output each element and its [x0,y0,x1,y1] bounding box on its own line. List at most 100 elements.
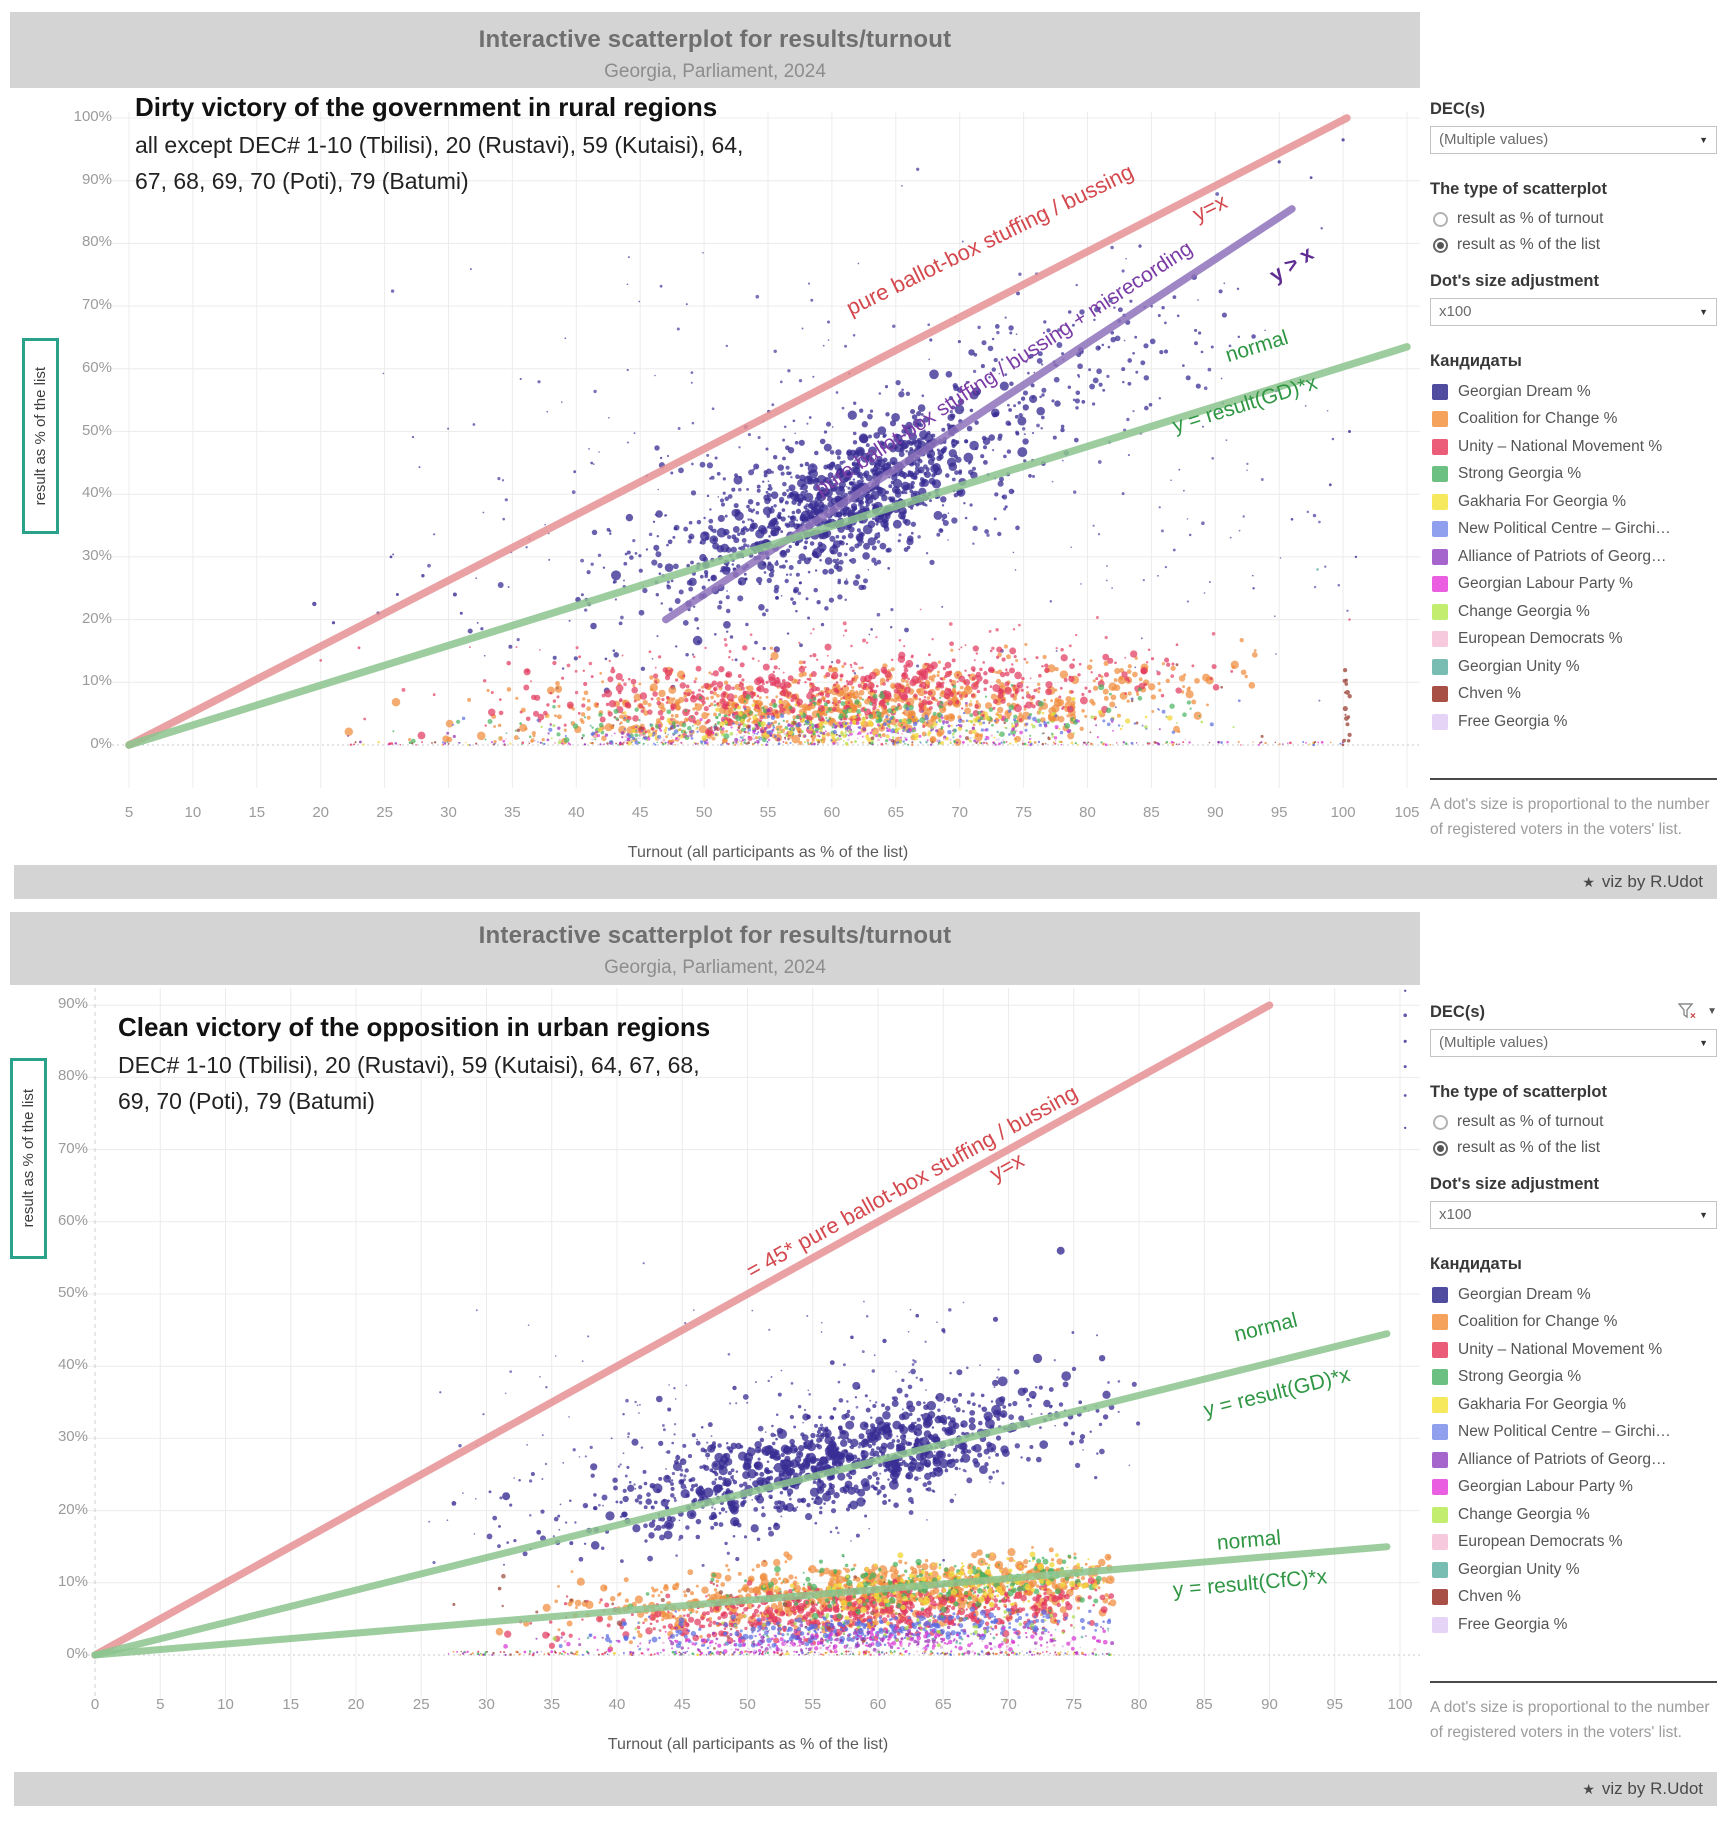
legend-label: Change Georgia % [1458,602,1590,620]
legend-item[interactable]: European Democrats % [1430,626,1717,654]
radio-result-as-of-the-list[interactable]: result as % of the list [1430,232,1717,258]
filter-controls[interactable]: × ▼ [1678,1003,1717,1020]
legend-item[interactable]: Alliance of Patriots of Georg… [1430,543,1717,571]
legend-item[interactable]: Change Georgia % [1430,598,1717,626]
y-axis-label: result as % of the list [32,366,49,506]
legend-item[interactable]: Coalition for Change % [1430,406,1717,434]
legend-label: Unity – National Movement % [1458,437,1663,455]
legend-swatch [1432,1314,1448,1331]
chart-title: Interactive scatterplot for results/turn… [478,26,952,53]
legend-item[interactable]: Free Georgia % [1430,708,1717,736]
legend-item[interactable]: Free Georgia % [1430,1611,1717,1639]
radio-selected-icon[interactable] [1433,237,1448,253]
credit-strip: ★ viz by R.Udot [14,1772,1717,1806]
legend-label: Alliance of Patriots of Georg… [1458,547,1667,565]
legend-swatch [1432,493,1448,510]
legend-swatch [1432,686,1448,703]
dec-dropdown[interactable]: (Multiple values) ▼ [1430,126,1717,154]
legend-swatch [1432,1506,1448,1523]
radio-label: result as % of turnout [1457,1113,1604,1130]
legend-item[interactable]: Unity – National Movement % [1430,433,1717,461]
legend-swatch [1432,521,1448,538]
chart-subtitle: Georgia, Parliament, 2024 [604,957,826,978]
legend-item[interactable]: Georgian Dream % [1430,1281,1717,1309]
chevron-down-icon[interactable]: ▼ [1699,135,1708,145]
legend-item[interactable]: Chven % [1430,1584,1717,1612]
legend-swatch [1432,1369,1448,1386]
legend-swatch [1432,1451,1448,1468]
chevron-down-icon[interactable]: ▼ [1707,1006,1717,1017]
x-axis-title: Turnout (all participants as % of the li… [627,844,909,861]
legend-item[interactable]: Unity – National Movement % [1430,1336,1717,1364]
radio-selected-icon[interactable] [1433,1140,1448,1156]
legend-item[interactable]: Strong Georgia % [1430,1364,1717,1392]
star-icon: ★ [1582,1780,1595,1797]
legend-label: Strong Georgia % [1458,1368,1582,1386]
y-axis-label: result as % of the list [20,1089,37,1228]
legend-item[interactable]: Georgian Labour Party % [1430,1474,1717,1502]
legend-label: Change Georgia % [1458,1505,1590,1523]
legend-item[interactable]: New Political Centre – Girchi… [1430,1419,1717,1447]
legend-item[interactable]: Georgian Labour Party % [1430,571,1717,599]
legend-item[interactable]: Alliance of Patriots of Georg… [1430,1446,1717,1474]
legend-swatch [1432,658,1448,675]
legend-label: Georgian Labour Party % [1458,575,1633,593]
radio-unselected-icon[interactable] [1433,1114,1448,1130]
legend-item[interactable]: Georgian Dream % [1430,378,1717,406]
legend-swatch [1432,713,1448,730]
radio-result-as-of-the-list[interactable]: result as % of the list [1430,1135,1717,1161]
radio-label: result as % of turnout [1457,210,1604,227]
legend-item[interactable]: New Political Centre – Girchi… [1430,516,1717,544]
legend-item[interactable]: Georgian Unity % [1430,1556,1717,1584]
legend-label: Free Georgia % [1458,712,1568,730]
gridlines [78,988,1420,1700]
star-icon: ★ [1582,873,1595,890]
legend-swatch [1432,466,1448,483]
credit-strip: ★ viz by R.Udot [14,865,1717,899]
scatter-points [428,989,1407,1657]
legend-label: Chven % [1458,1588,1521,1606]
legend-item[interactable]: Georgian Unity % [1430,653,1717,681]
legend-item[interactable]: Change Georgia % [1430,1501,1717,1529]
legend-item[interactable]: Gakharia For Georgia % [1430,488,1717,516]
dec-dropdown[interactable]: (Multiple values) ▼ [1430,1029,1717,1057]
credit-text: viz by R.Udot [1601,1779,1703,1798]
chart-subtitle: Georgia, Parliament, 2024 [604,61,826,82]
legend-label: New Political Centre – Girchi… [1458,520,1671,538]
reference-lines [91,1001,1391,1659]
legend-swatch [1432,548,1448,565]
legend-item[interactable]: European Democrats % [1430,1529,1717,1557]
legend-item[interactable]: Coalition for Change % [1430,1309,1717,1337]
chevron-down-icon[interactable]: ▼ [1699,307,1708,317]
legend-label: Coalition for Change % [1458,410,1618,428]
filter-clear-icon[interactable]: × [1678,1003,1698,1020]
radio-result-as-of-turnout[interactable]: result as % of turnout [1430,206,1717,232]
legend-swatch [1432,1589,1448,1606]
x-axis-title: Turnout (all participants as % of the li… [607,1736,889,1753]
dot-size-dropdown[interactable]: x100 ▼ [1430,298,1717,326]
legend-item[interactable]: Gakharia For Georgia % [1430,1391,1717,1419]
radio-result-as-of-turnout[interactable]: result as % of turnout [1430,1109,1717,1135]
dot-size-dropdown[interactable]: x100 ▼ [1430,1201,1717,1229]
dec-filter-label: DEC(s) [1430,100,1486,118]
legend-item[interactable]: Strong Georgia % [1430,461,1717,489]
legend-title: Кандидаты [1430,1255,1522,1273]
legend-label: Georgian Unity % [1458,657,1580,675]
dec-filter-label: DEC(s) [1430,1003,1486,1021]
legend-label: Gakharia For Georgia % [1458,1395,1626,1413]
legend-item[interactable]: Chven % [1430,681,1717,709]
legend-label: Georgian Labour Party % [1458,1478,1633,1496]
chevron-down-icon[interactable]: ▼ [1699,1038,1708,1048]
legend-swatch [1432,603,1448,620]
legend-swatch [1432,438,1448,455]
dot-size-label: Dot's size adjustment [1430,1175,1599,1193]
chart-header: Interactive scatterplot for results/turn… [10,912,1420,985]
divider [1430,1680,1717,1683]
legend-label: Georgian Dream % [1458,382,1591,400]
candidates-legend: Georgian Dream % Coalition for Change % Un… [1430,1281,1717,1639]
chevron-down-icon[interactable]: ▼ [1699,1210,1708,1220]
legend-swatch [1432,1479,1448,1496]
credit-text: viz by R.Udot [1601,872,1703,891]
radio-unselected-icon[interactable] [1433,211,1448,227]
